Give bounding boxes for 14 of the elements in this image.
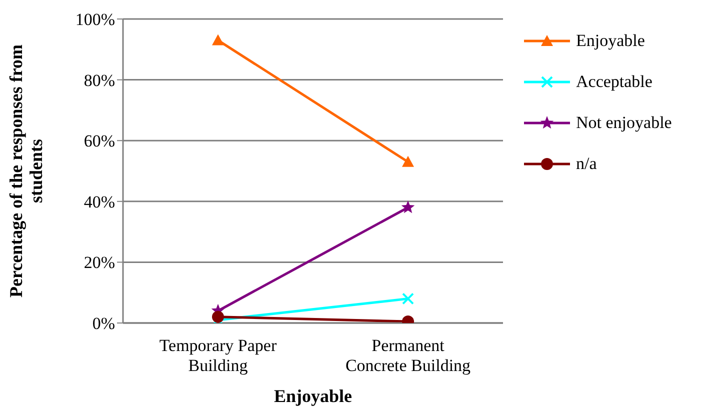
y-tick-label: 80% <box>84 70 115 90</box>
y-tick-label: 20% <box>84 253 115 272</box>
legend-label: Acceptable <box>576 72 652 92</box>
y-tick-label: 60% <box>84 132 115 151</box>
y-tick-label: 100% <box>75 10 115 30</box>
legend-label: Enjoyable <box>576 30 645 50</box>
legend-label: n/a <box>576 154 597 174</box>
y-axis-title: Percentage of the responses from students <box>6 44 46 298</box>
x-tick-label: Temporary Paper Building <box>159 336 277 375</box>
y-tick-label: 0% <box>92 314 115 334</box>
y-tick-label: 40% <box>84 192 115 212</box>
x-tick-label: Permanent Concrete Building <box>345 336 472 375</box>
legend-label: Not enjoyable <box>576 112 672 132</box>
x-axis-title: Enjoyable <box>274 386 352 406</box>
